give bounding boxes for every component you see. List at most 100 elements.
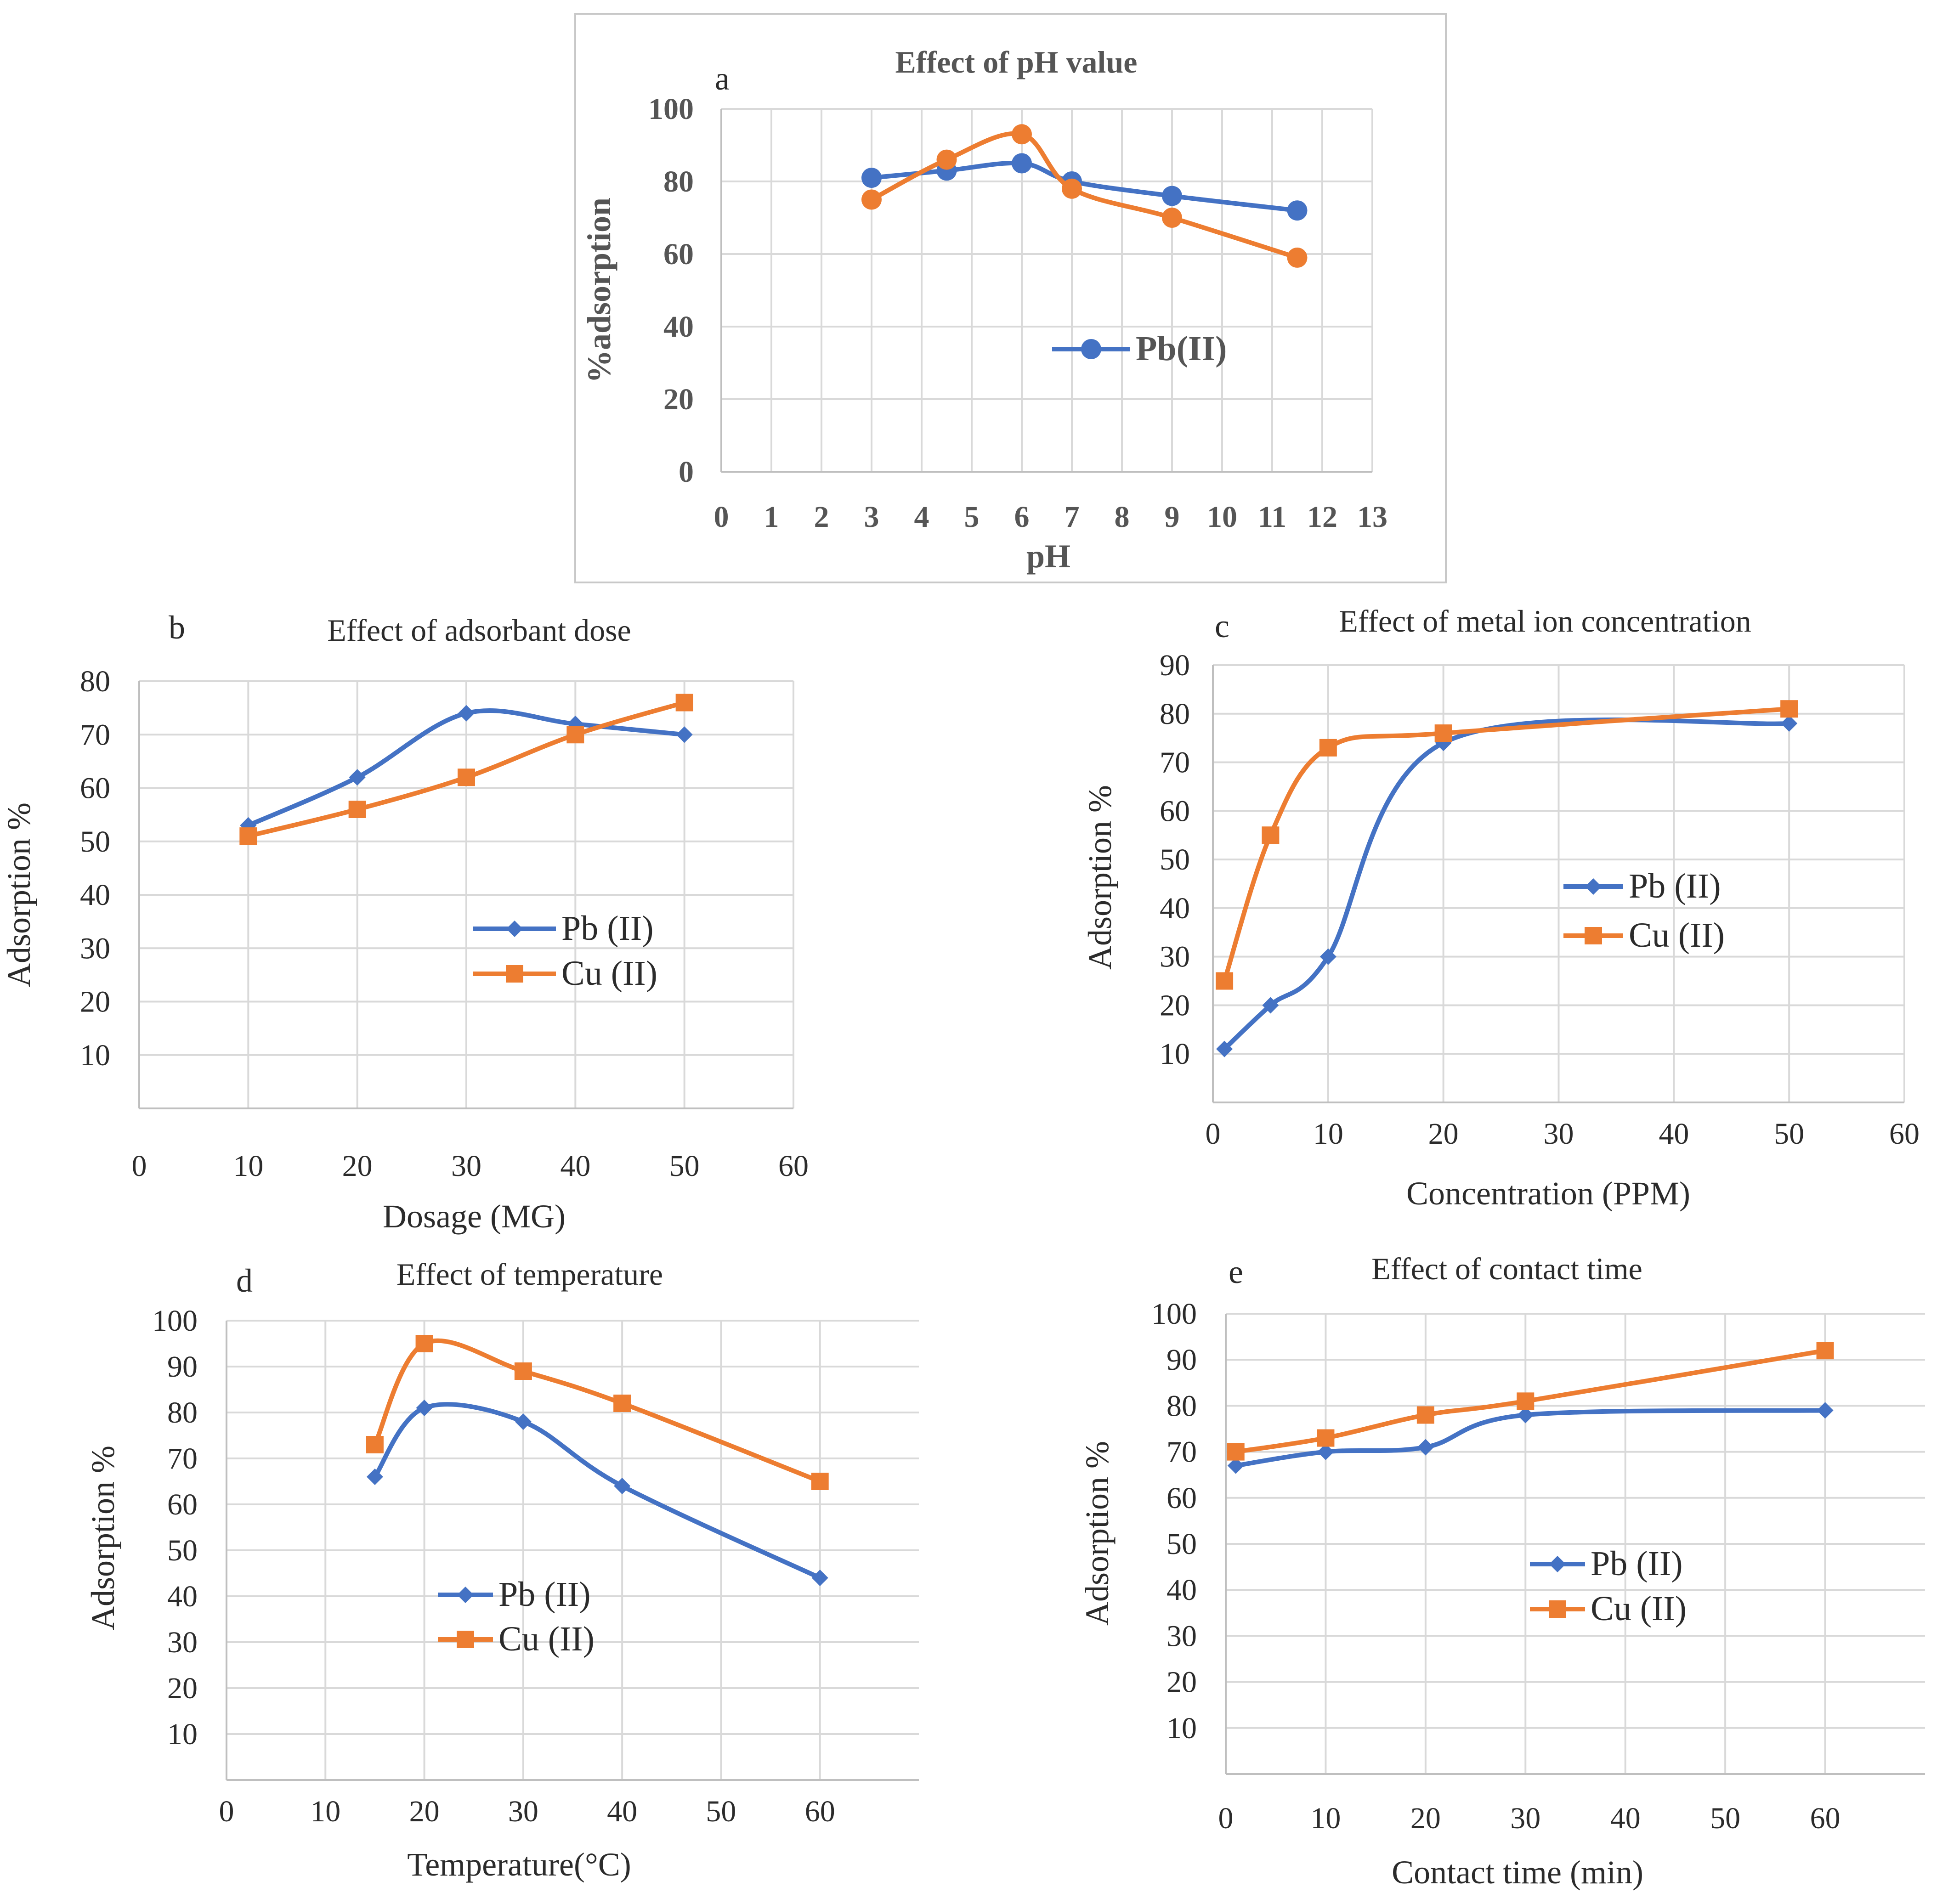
x-tick-label: 10 bbox=[1313, 1117, 1343, 1151]
x-tick-label: 30 bbox=[451, 1149, 481, 1183]
x-tick-label: 0 bbox=[714, 500, 729, 534]
panel-letter: a bbox=[715, 60, 730, 97]
y-tick-label: 90 bbox=[1160, 649, 1190, 682]
y-axis-label: %adsorption bbox=[581, 198, 617, 383]
legend-label: Pb (II) bbox=[1629, 867, 1721, 905]
legend-marker bbox=[1585, 878, 1602, 895]
data-point bbox=[1317, 1429, 1335, 1447]
y-axis-label: Adsorption % bbox=[1079, 1441, 1116, 1626]
legend-marker bbox=[1549, 1556, 1566, 1572]
y-tick-label: 10 bbox=[1167, 1712, 1197, 1745]
y-tick-label: 60 bbox=[663, 237, 694, 271]
data-point bbox=[861, 168, 882, 188]
x-tick-label: 60 bbox=[1810, 1802, 1840, 1835]
y-tick-label: 40 bbox=[167, 1580, 198, 1613]
data-point bbox=[366, 1469, 383, 1485]
x-axis-label: Concentration (PPM) bbox=[1406, 1175, 1690, 1212]
x-tick-label: 40 bbox=[560, 1149, 590, 1183]
x-tick-label: 20 bbox=[409, 1795, 440, 1828]
x-tick-label: 3 bbox=[864, 500, 879, 534]
y-tick-label: 100 bbox=[152, 1304, 198, 1338]
data-point bbox=[1287, 200, 1308, 221]
series-line bbox=[871, 160, 1298, 213]
legend-label: Pb(II) bbox=[1136, 329, 1227, 368]
legend-marker bbox=[506, 921, 523, 937]
chart-title: Effect of metal ion concentration bbox=[1339, 604, 1751, 638]
legend-marker bbox=[457, 1587, 474, 1603]
x-tick-label: 60 bbox=[778, 1149, 809, 1183]
data-point bbox=[1781, 715, 1798, 732]
data-point bbox=[1227, 1443, 1245, 1461]
data-point bbox=[811, 1570, 828, 1586]
x-tick-label: 40 bbox=[607, 1795, 637, 1828]
data-point bbox=[1416, 1406, 1434, 1424]
y-tick-label: 30 bbox=[1160, 940, 1190, 974]
panel-letter: e bbox=[1229, 1254, 1243, 1290]
data-point bbox=[1434, 724, 1452, 742]
y-tick-label: 90 bbox=[167, 1350, 198, 1384]
y-tick-label: 70 bbox=[1160, 746, 1190, 780]
data-point bbox=[514, 1362, 532, 1380]
y-tick-label: 60 bbox=[80, 772, 110, 805]
x-tick-label: 10 bbox=[310, 1795, 340, 1828]
data-point bbox=[239, 827, 257, 845]
x-tick-label: 30 bbox=[508, 1795, 538, 1828]
legend-label: Pb (II) bbox=[1591, 1544, 1683, 1583]
y-tick-label: 60 bbox=[1167, 1481, 1197, 1515]
data-point bbox=[936, 149, 957, 170]
y-tick-label: 10 bbox=[80, 1039, 110, 1072]
legend-label: Cu (II) bbox=[498, 1620, 595, 1658]
legend-label: Cu (II) bbox=[1629, 916, 1725, 955]
data-point bbox=[1216, 972, 1234, 990]
x-axis-label: Temperature(°C) bbox=[407, 1846, 631, 1883]
data-point bbox=[1780, 700, 1798, 718]
x-tick-label: 0 bbox=[1218, 1802, 1234, 1835]
data-point bbox=[676, 726, 693, 743]
chart-legend: Pb(II) bbox=[1052, 329, 1227, 368]
x-tick-label: 0 bbox=[1206, 1117, 1221, 1151]
x-tick-label: 0 bbox=[132, 1149, 147, 1183]
data-point bbox=[348, 801, 366, 818]
y-tick-label: 20 bbox=[167, 1672, 198, 1705]
legend-label: Pb (II) bbox=[498, 1575, 591, 1614]
y-tick-label: 70 bbox=[167, 1442, 198, 1475]
data-point bbox=[349, 769, 366, 786]
chart-panel-e: 10 20 30 40 50 60 70 80 90 100 0 10 20 30 40 50 60 Effect… bbox=[1079, 1251, 1925, 1891]
data-point bbox=[613, 1395, 631, 1412]
y-tick-label: 70 bbox=[80, 718, 110, 751]
x-tick-label: 0 bbox=[219, 1795, 234, 1828]
x-tick-label: 40 bbox=[1659, 1117, 1689, 1151]
x-tick-label: 7 bbox=[1065, 500, 1080, 534]
y-tick-label: 40 bbox=[663, 310, 694, 344]
y-tick-label: 20 bbox=[1160, 989, 1190, 1022]
x-tick-label: 60 bbox=[805, 1795, 835, 1828]
series-line bbox=[373, 1338, 821, 1484]
x-tick-label: 20 bbox=[342, 1149, 373, 1183]
y-tick-label: 40 bbox=[80, 878, 110, 912]
x-tick-label: 5 bbox=[964, 500, 980, 534]
y-tick-label: 50 bbox=[80, 825, 110, 859]
x-tick-label: 40 bbox=[1610, 1802, 1641, 1835]
x-tick-label: 12 bbox=[1307, 500, 1337, 534]
x-tick-label: 10 bbox=[1310, 1802, 1341, 1835]
data-point bbox=[1216, 1040, 1233, 1057]
y-axis-label: Adsorption % bbox=[1082, 785, 1118, 970]
y-tick-label: 40 bbox=[1167, 1573, 1197, 1607]
data-point bbox=[416, 1400, 433, 1416]
data-point bbox=[566, 726, 584, 744]
data-point bbox=[1319, 948, 1336, 965]
chart-legend: Pb (II) Cu (II) bbox=[1530, 1544, 1687, 1628]
legend-marker bbox=[1585, 927, 1602, 944]
y-tick-label: 100 bbox=[648, 92, 694, 126]
x-tick-label: 4 bbox=[914, 500, 929, 534]
y-tick-label: 50 bbox=[1160, 843, 1190, 876]
y-tick-label: 30 bbox=[167, 1626, 198, 1659]
data-point bbox=[1287, 247, 1308, 268]
data-point bbox=[1012, 153, 1032, 174]
chart-legend: Pb (II) Cu (II) bbox=[438, 1575, 595, 1658]
y-tick-label: 50 bbox=[1167, 1527, 1197, 1561]
data-point bbox=[1317, 1443, 1334, 1460]
